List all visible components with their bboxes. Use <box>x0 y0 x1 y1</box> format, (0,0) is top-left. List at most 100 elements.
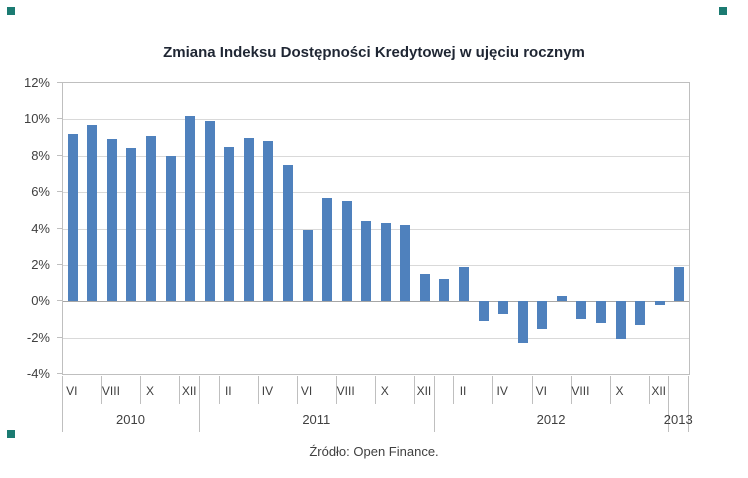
y-tick-label: 0% <box>31 293 50 309</box>
bar <box>459 266 470 302</box>
x-axis-tick <box>179 376 181 404</box>
x-axis-tick <box>492 376 494 404</box>
x-month-label: VI <box>300 384 313 398</box>
y-tick-label: 6% <box>31 184 50 200</box>
bar <box>106 139 117 302</box>
x-axis-tick <box>648 376 650 404</box>
x-month-label: XII <box>416 384 432 398</box>
y-tick <box>57 300 62 302</box>
chart-title: Zmiana Indeksu Dostępności Kredytowej w … <box>163 44 585 61</box>
year-separator <box>433 376 435 432</box>
bar <box>67 133 78 302</box>
x-month-label: VI <box>66 384 78 398</box>
zero-line <box>63 301 689 303</box>
x-year-label: 2011 <box>302 412 331 427</box>
x-month-label: VIII <box>571 384 590 398</box>
gridline <box>63 337 689 339</box>
y-tick-label: 12% <box>23 75 50 90</box>
y-tick-label: 4% <box>31 220 50 236</box>
x-axis-tick <box>375 376 376 404</box>
y-tick <box>57 191 62 193</box>
bar <box>224 146 235 302</box>
bar <box>439 279 450 302</box>
x-axis-tick <box>101 376 103 404</box>
x-axis-tick <box>296 376 298 404</box>
x-month-label: VI <box>535 384 547 398</box>
x-month-label: IV <box>496 384 508 398</box>
bar <box>576 301 587 320</box>
bar <box>595 301 606 324</box>
bar <box>341 201 352 302</box>
bar <box>87 124 98 302</box>
bar <box>185 115 196 302</box>
x-month-label: II <box>459 384 467 398</box>
bar <box>361 221 372 302</box>
x-month-label: XII <box>181 384 197 398</box>
selection-handle-top-left[interactable] <box>7 7 15 15</box>
bar <box>146 135 157 302</box>
bar <box>282 164 293 302</box>
x-axis-tick <box>609 376 611 404</box>
y-axis: 12% 10% 8% 6% 4% 2% 0% -2% -4% <box>0 75 62 381</box>
x-month-label: VIII <box>336 384 355 398</box>
bar <box>556 295 567 302</box>
x-month-label: VIII <box>101 384 120 398</box>
bar <box>419 273 430 302</box>
bar <box>654 301 665 305</box>
x-axis-tick <box>140 376 142 404</box>
y-tick <box>57 118 62 120</box>
y-tick <box>57 154 62 156</box>
bar <box>380 223 391 302</box>
y-tick-label: 2% <box>31 256 50 272</box>
gridline <box>63 228 689 230</box>
year-separator <box>668 376 670 432</box>
x-year-label: 2013 <box>663 412 693 427</box>
x-axis-tick <box>335 376 337 404</box>
x-month-label: II <box>224 384 232 398</box>
y-tick <box>57 263 62 265</box>
year-separator <box>198 376 200 432</box>
gridline <box>63 192 689 194</box>
year-separator <box>688 376 689 432</box>
y-tick-label: 10% <box>23 111 50 127</box>
plot-area <box>62 82 690 375</box>
bar <box>635 301 646 325</box>
x-axis-tick <box>414 376 416 404</box>
bar <box>243 137 254 302</box>
selection-handle-bottom-left[interactable] <box>7 430 15 438</box>
y-tick <box>57 336 62 338</box>
bar <box>204 121 215 302</box>
source-caption: Źródło: Open Finance. <box>309 444 439 459</box>
x-axis-tick <box>218 376 220 404</box>
year-separator <box>62 376 63 432</box>
bar <box>537 301 548 329</box>
selection-handle-top-right[interactable] <box>719 7 727 15</box>
bar <box>126 148 137 302</box>
bar <box>400 224 411 302</box>
bar <box>322 197 333 302</box>
x-month-label: X <box>380 384 389 398</box>
x-axis-tick <box>531 376 533 404</box>
bar <box>498 301 509 314</box>
y-tick <box>57 227 62 229</box>
bar <box>263 141 274 302</box>
y-tick <box>57 373 62 374</box>
bar <box>674 266 685 302</box>
x-year-label: 2010 <box>116 412 145 427</box>
bar <box>165 155 176 302</box>
x-axis-tick <box>453 376 455 404</box>
gridline <box>63 155 689 157</box>
x-month-label: XII <box>651 384 666 398</box>
gridline <box>63 119 689 121</box>
x-month-label: IV <box>261 384 274 398</box>
x-axis: VI VIII X XII II IV VI VIII X XII II IV VI VIII X XII 20… <box>62 376 693 436</box>
y-tick-label: 8% <box>31 147 50 163</box>
bar <box>615 301 626 340</box>
x-axis-tick <box>570 376 572 404</box>
x-month-label: X <box>615 384 624 398</box>
bar <box>517 301 528 344</box>
gridline <box>63 264 689 266</box>
x-month-label: X <box>146 384 155 398</box>
y-tick-label: -4% <box>26 366 50 381</box>
x-axis-tick <box>257 376 259 404</box>
